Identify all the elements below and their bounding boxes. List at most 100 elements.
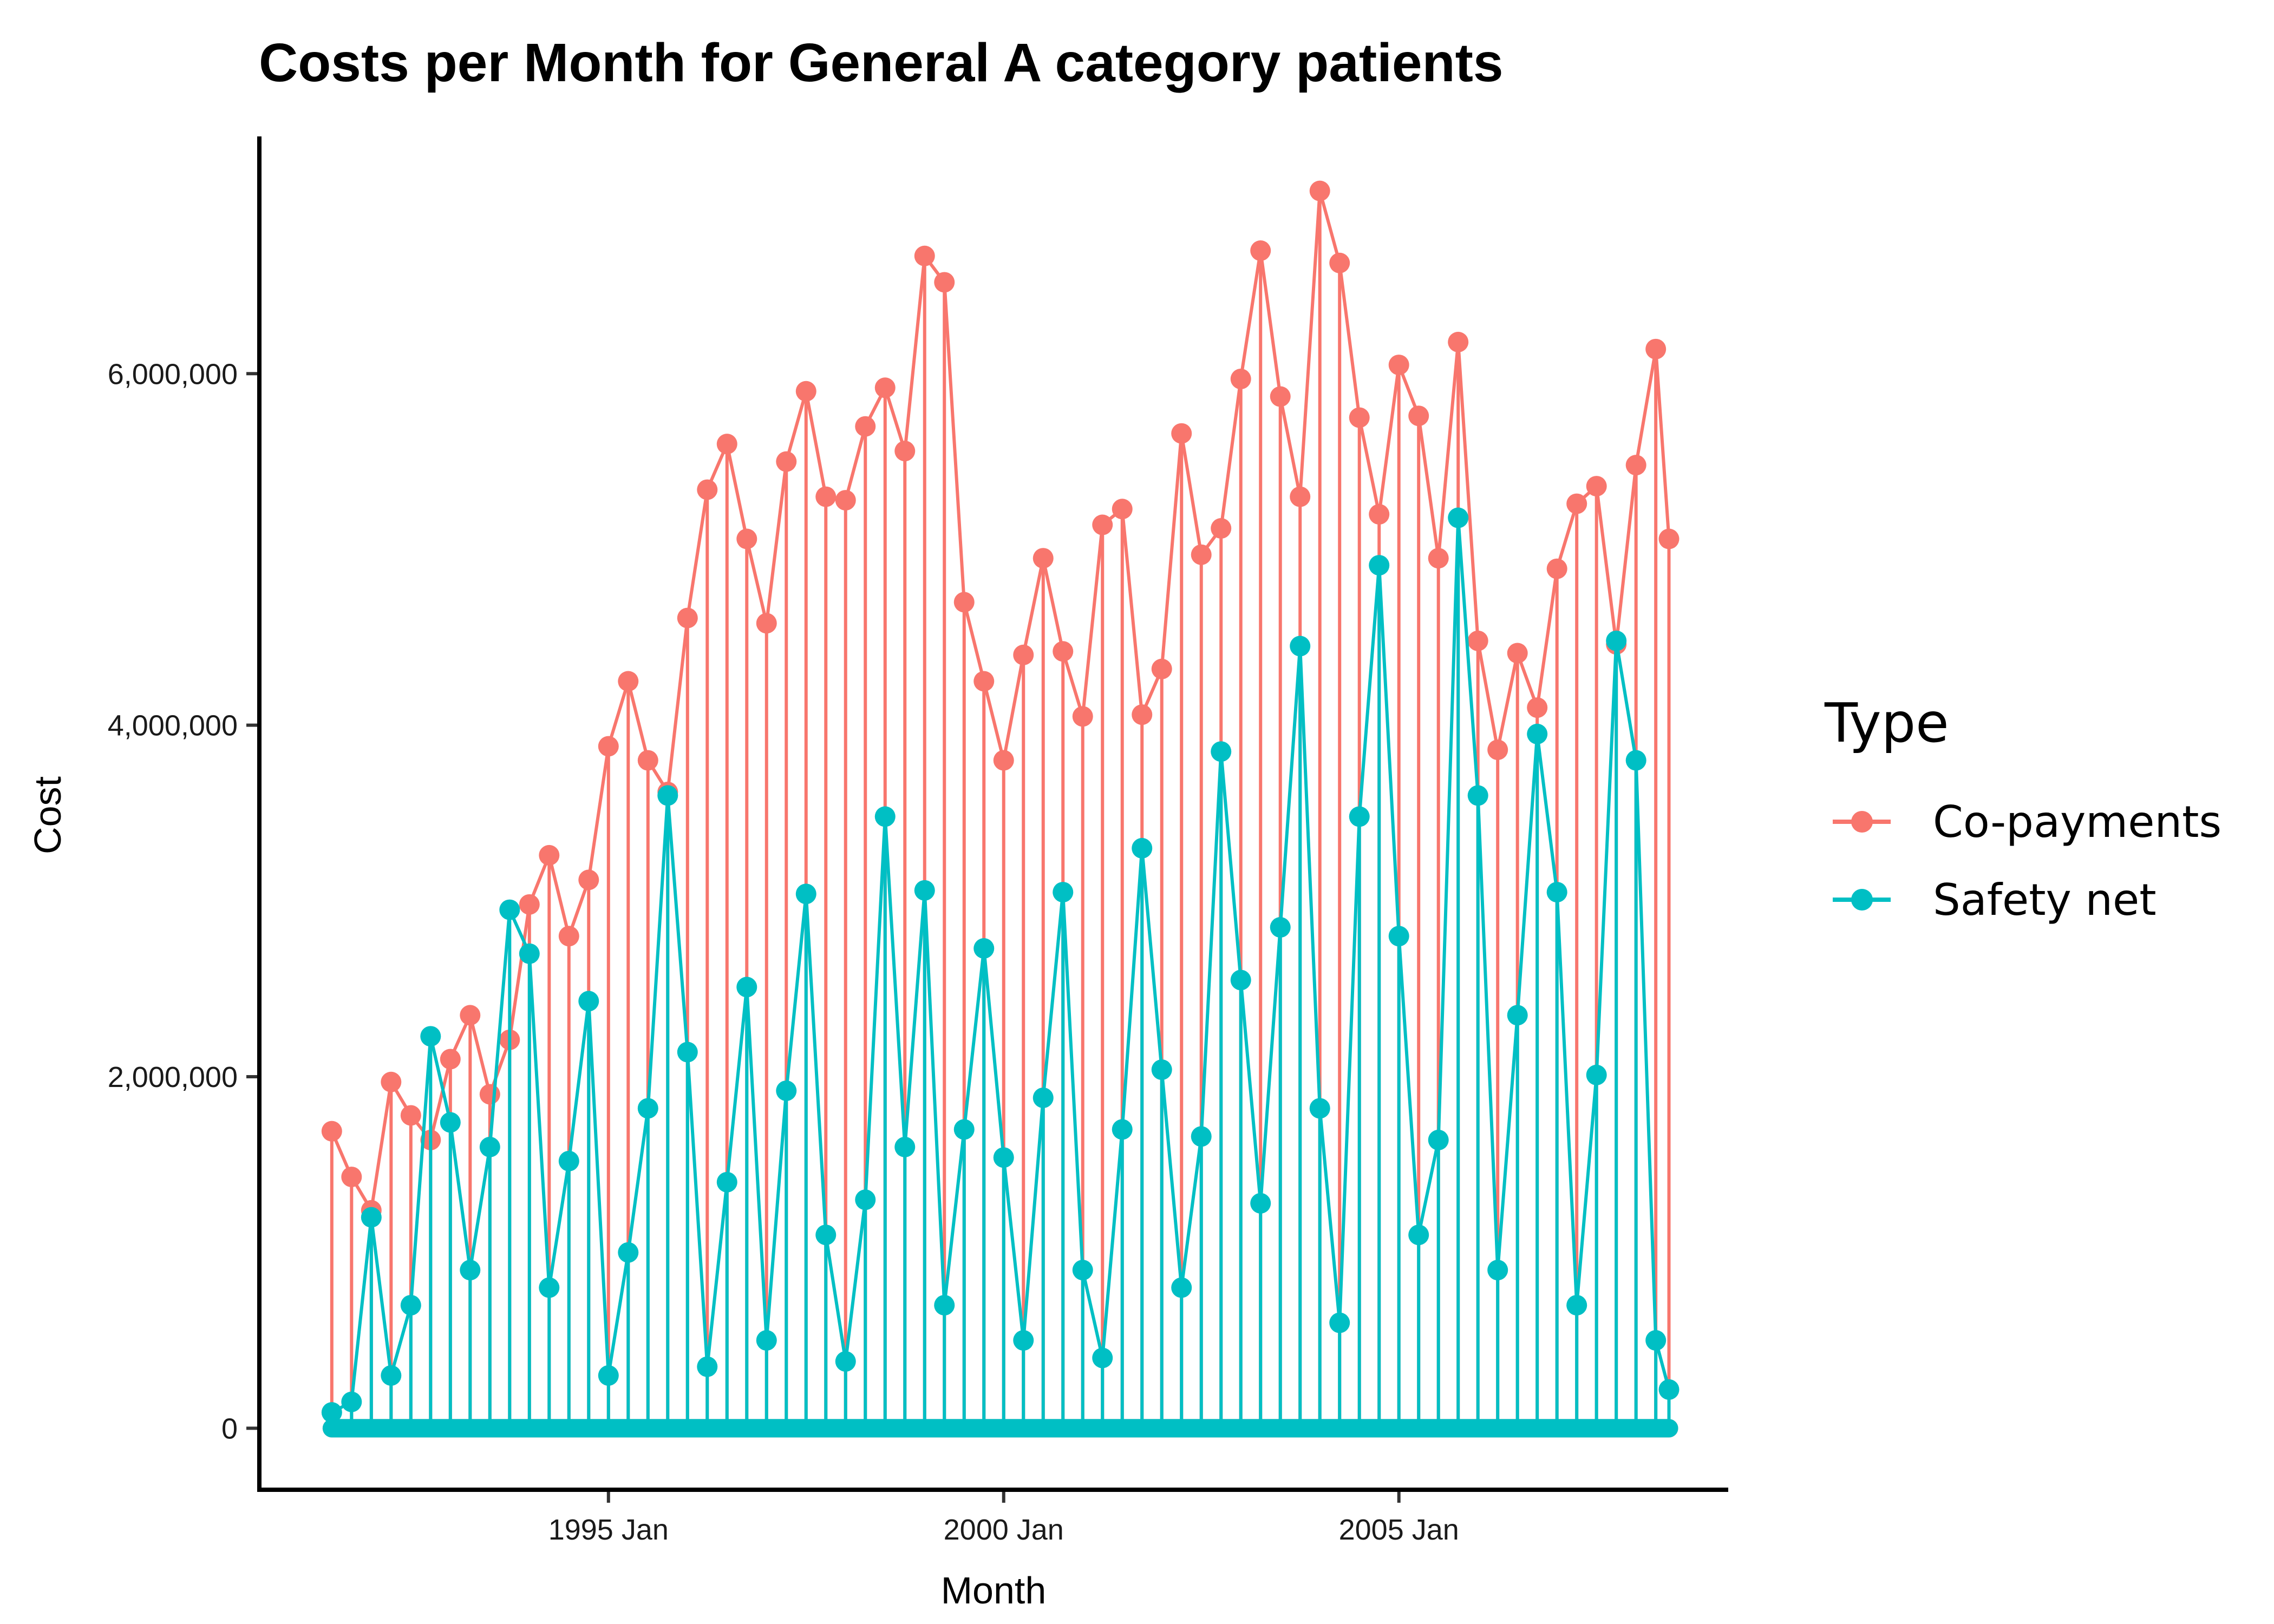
data-point	[1645, 338, 1667, 359]
data-point	[1151, 1059, 1172, 1081]
data-point	[776, 451, 797, 472]
data-point	[1645, 1330, 1667, 1351]
y-tick-label: 0	[221, 1412, 238, 1445]
data-point	[558, 1150, 579, 1171]
data-point	[341, 1391, 362, 1412]
data-point	[1053, 882, 1074, 903]
data-point	[1132, 837, 1153, 859]
data-point	[835, 490, 856, 511]
data-point	[1566, 1295, 1587, 1316]
series-safety-net	[321, 507, 1680, 1438]
data-point	[716, 434, 737, 455]
data-point	[1191, 1126, 1212, 1147]
data-point	[1250, 240, 1271, 261]
data-point	[1211, 518, 1232, 539]
data-point	[1546, 882, 1567, 903]
data-point	[1349, 407, 1370, 428]
data-point	[578, 991, 599, 1012]
data-point	[460, 1005, 481, 1026]
data-point	[914, 880, 935, 901]
data-point	[736, 977, 757, 998]
data-point	[1467, 630, 1488, 651]
y-axis-ticks: 0 2,000,000 4,000,000 6,000,000	[108, 358, 257, 1445]
data-point	[479, 1084, 500, 1105]
data-point	[835, 1351, 856, 1372]
data-point	[756, 1330, 777, 1351]
data-point	[440, 1049, 461, 1070]
data-point	[1270, 386, 1291, 407]
data-point	[578, 869, 599, 890]
data-point	[1388, 355, 1409, 376]
data-point	[716, 1171, 737, 1193]
data-point	[657, 785, 678, 806]
x-axis-ticks: 1995 Jan 2000 Jan 2005 Jan	[548, 1492, 1459, 1546]
data-point	[697, 479, 718, 500]
data-point	[815, 486, 837, 507]
data-point	[1171, 1277, 1192, 1298]
data-point	[677, 1042, 698, 1063]
data-point	[914, 245, 935, 266]
chart-title: Costs per Month for General A category p…	[259, 32, 1504, 93]
data-point	[1092, 514, 1113, 535]
legend-label-co-payments: Co-payments	[1933, 797, 2221, 847]
data-point	[1606, 630, 1627, 651]
data-point	[1112, 499, 1133, 520]
data-point	[1290, 486, 1311, 507]
data-point	[1467, 785, 1488, 806]
data-point	[1112, 1119, 1133, 1140]
legend-title: Type	[1824, 691, 1949, 755]
data-point	[934, 1295, 955, 1316]
data-point	[973, 938, 995, 959]
data-point	[1527, 697, 1548, 718]
data-point	[1586, 1064, 1607, 1085]
data-point	[1388, 926, 1409, 947]
data-point	[460, 1260, 481, 1281]
data-point	[1369, 504, 1390, 525]
data-point	[381, 1365, 402, 1386]
data-point	[499, 899, 520, 920]
data-point	[539, 1277, 560, 1298]
data-point	[321, 1121, 342, 1142]
data-point	[1329, 1312, 1350, 1333]
legend-item-co-payments: Co-payments	[1833, 797, 2221, 847]
x-tick-label: 2000 Jan	[944, 1514, 1064, 1546]
data-point	[1013, 644, 1034, 665]
data-point	[400, 1295, 421, 1316]
data-point	[1230, 369, 1251, 390]
data-point	[1546, 558, 1567, 579]
data-point	[1151, 658, 1172, 679]
data-point	[1408, 405, 1429, 427]
data-point	[1033, 548, 1054, 569]
y-tick-label: 6,000,000	[108, 358, 238, 390]
data-point	[637, 750, 658, 771]
data-point	[1487, 1260, 1508, 1281]
legend-key-dot	[1851, 811, 1873, 833]
data-point	[1448, 507, 1469, 528]
data-point	[894, 441, 916, 462]
data-point	[1033, 1087, 1054, 1108]
data-point	[440, 1112, 461, 1133]
data-point	[953, 1119, 975, 1140]
data-point	[1566, 493, 1587, 514]
plot-panel	[321, 180, 1680, 1438]
data-point	[598, 1365, 619, 1386]
y-tick-label: 4,000,000	[108, 710, 238, 742]
data-point	[1171, 423, 1192, 444]
data-point	[874, 377, 896, 398]
data-point	[1092, 1347, 1113, 1368]
data-point	[1329, 252, 1350, 273]
data-point	[381, 1071, 402, 1092]
data-point	[618, 1242, 639, 1263]
data-point	[479, 1136, 500, 1157]
data-point	[558, 926, 579, 947]
data-point	[341, 1167, 362, 1188]
x-axis-title: Month	[941, 1569, 1047, 1612]
data-point	[400, 1105, 421, 1126]
y-axis-title: Cost	[27, 776, 69, 854]
data-point	[874, 806, 896, 827]
data-point	[519, 943, 540, 964]
data-point	[776, 1080, 797, 1101]
series-line	[331, 518, 1671, 1414]
data-point	[1448, 331, 1469, 352]
data-point	[1309, 1098, 1330, 1119]
